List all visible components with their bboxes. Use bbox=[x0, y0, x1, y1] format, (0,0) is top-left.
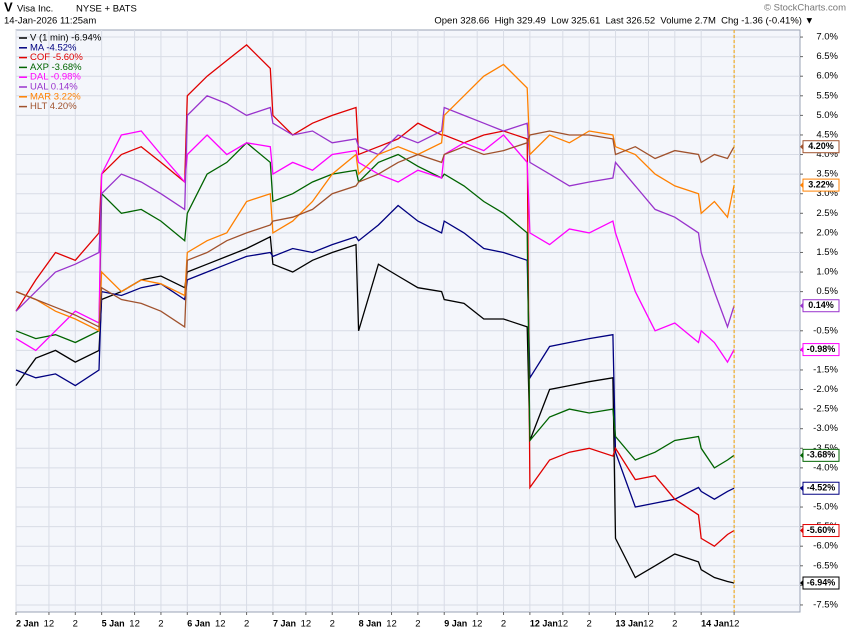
y-tick-label: 7.0% bbox=[816, 32, 838, 43]
y-tick-label: 1.5% bbox=[816, 247, 838, 258]
y-tick-label: -5.0% bbox=[813, 502, 838, 513]
y-tick-label: 2.5% bbox=[816, 208, 838, 219]
x-tick-label: 2 bbox=[501, 619, 506, 630]
x-tick-label: 12 bbox=[215, 619, 226, 630]
legend-label: UAL 0.14% bbox=[30, 82, 78, 93]
end-label: -6.94% bbox=[807, 577, 836, 587]
x-tick-label: 8 Jan bbox=[359, 618, 382, 628]
labels: -6.94% -4.52% -5.60% -3.68% -0.98% 0.14% 3.22%… bbox=[800, 140, 840, 590]
end-label-pointer bbox=[800, 485, 803, 492]
x-tick-label: 2 bbox=[73, 619, 78, 630]
end-label: -3.68% bbox=[807, 450, 836, 460]
exchange: NYSE + BATS bbox=[76, 4, 137, 15]
y-tick-label: 1.0% bbox=[816, 267, 838, 278]
legend-label: DAL -0.98% bbox=[30, 72, 81, 83]
x-tick-label: 13 Jan bbox=[616, 618, 644, 628]
x-tick-label: 9 Jan bbox=[444, 618, 467, 628]
y-tick-label: -2.5% bbox=[813, 404, 838, 415]
legend-label: MAR 3.22% bbox=[30, 91, 81, 102]
x-tick-label: 12 Jan bbox=[530, 618, 558, 628]
series-line bbox=[15, 63, 735, 332]
end-label: 3.22% bbox=[808, 179, 834, 189]
timestamp: 14-Jan-2026 11:25am bbox=[4, 16, 96, 27]
end-label-pointer bbox=[800, 527, 803, 534]
plot-area bbox=[15, 29, 801, 613]
end-label: -4.52% bbox=[807, 483, 836, 493]
end-label-pointer bbox=[800, 182, 803, 189]
y-tick-label: -1.5% bbox=[813, 364, 838, 375]
x-tick-label: 12 bbox=[643, 619, 654, 630]
series-line bbox=[15, 235, 735, 584]
legend: V (1 min) -6.94%MA -4.52%COF -5.60%AXP -… bbox=[19, 33, 102, 112]
y-tick-label: 4.5% bbox=[816, 129, 838, 140]
y-tick-label: -0.5% bbox=[813, 325, 838, 336]
legend-label: COF -5.60% bbox=[30, 52, 83, 63]
series-line bbox=[15, 130, 735, 329]
legend-label: HLT 4.20% bbox=[30, 101, 77, 112]
x-tick-label: 12 bbox=[129, 619, 140, 630]
end-label-pointer bbox=[800, 346, 803, 353]
y-tick-label: 3.0% bbox=[816, 188, 838, 199]
x-tick-label: 6 Jan bbox=[187, 618, 210, 628]
y-tick-label: -6.0% bbox=[813, 541, 838, 552]
x-tick-label: 2 bbox=[587, 619, 592, 630]
y-tick-label: -3.0% bbox=[813, 423, 838, 434]
legend-label: AXP -3.68% bbox=[30, 62, 82, 73]
lines bbox=[15, 30, 735, 612]
end-label: 0.14% bbox=[808, 300, 834, 310]
y-tick-label: -4.0% bbox=[813, 462, 838, 473]
x-tick-label: 14 Jan bbox=[701, 618, 729, 628]
y-tick-label: 6.0% bbox=[816, 71, 838, 82]
end-label: -5.60% bbox=[807, 525, 836, 535]
y-tick-label: -2.0% bbox=[813, 384, 838, 395]
y-tick-label: 3.5% bbox=[816, 169, 838, 180]
end-label: -0.98% bbox=[807, 344, 836, 354]
series-line bbox=[15, 130, 735, 364]
symbol: V bbox=[4, 0, 13, 14]
series-line bbox=[15, 141, 735, 469]
end-label-pointer bbox=[800, 302, 803, 309]
y-tick-label: 5.5% bbox=[816, 90, 838, 101]
x-tick-label: 2 bbox=[158, 619, 163, 630]
x-tick-label: 12 bbox=[729, 619, 740, 630]
x-tick-label: 7 Jan bbox=[273, 618, 296, 628]
quote: Open 328.66 High 329.49 Low 325.61 Last … bbox=[434, 16, 814, 27]
x-tick-label: 12 bbox=[472, 619, 483, 630]
credit: © StockCharts.com bbox=[764, 3, 846, 14]
x-tick-label: 5 Jan bbox=[102, 618, 125, 628]
x-tick-label: 12 bbox=[301, 619, 312, 630]
series-line bbox=[15, 95, 735, 329]
x-tick-label: 12 bbox=[44, 619, 55, 630]
end-label-pointer bbox=[800, 580, 803, 587]
y-tick-label: -3.5% bbox=[813, 443, 838, 454]
y-tick-label: -7.5% bbox=[813, 599, 838, 610]
legend-label: MA -4.52% bbox=[30, 42, 77, 53]
x-tick-label: 2 Jan bbox=[16, 618, 39, 628]
x-tick-label: 12 bbox=[558, 619, 569, 630]
y-tick-label: 5.0% bbox=[816, 110, 838, 121]
company-name: Visa Inc. bbox=[17, 4, 53, 15]
x-tick-label: 2 bbox=[244, 619, 249, 630]
y-tick-label: -6.5% bbox=[813, 560, 838, 571]
series-line bbox=[15, 44, 735, 548]
legend-label: V (1 min) -6.94% bbox=[30, 33, 102, 44]
x-tick-label: 12 bbox=[386, 619, 397, 630]
y-tick-label: 2.0% bbox=[816, 227, 838, 238]
end-label: 4.20% bbox=[808, 141, 834, 151]
end-label-pointer bbox=[800, 143, 803, 150]
y-tick-label: 6.5% bbox=[816, 51, 838, 62]
x-tick-label: 2 bbox=[330, 619, 335, 630]
x-tick-label: 2 bbox=[672, 619, 677, 630]
end-label-pointer bbox=[800, 452, 803, 459]
y-tick-label: 4.0% bbox=[816, 149, 838, 160]
y-tick-label: 0.5% bbox=[816, 286, 838, 297]
series-line bbox=[15, 204, 735, 508]
x-tick-label: 2 bbox=[415, 619, 420, 630]
